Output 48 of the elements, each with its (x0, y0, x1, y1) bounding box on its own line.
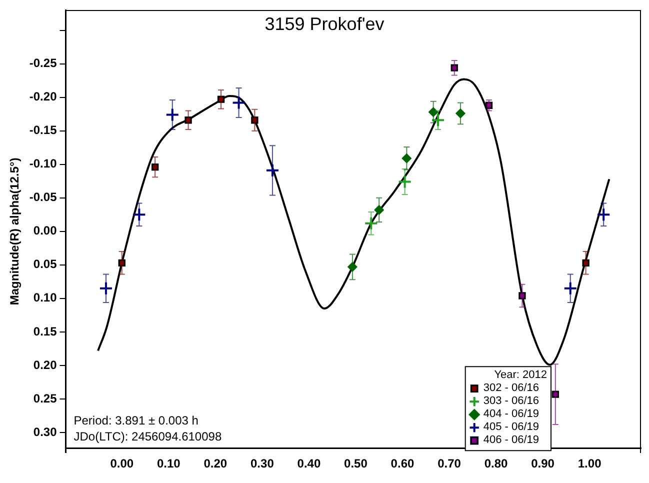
y-tick-label: 0.25 (33, 391, 58, 406)
y-axis-title: Magnitude(R) alpha(12.5°) (8, 158, 22, 306)
chart-title: 3159 Prokof'ev (264, 14, 384, 34)
x-tick-label: 1.00 (578, 456, 602, 471)
y-tick-label: 0.10 (33, 290, 58, 305)
y-tick-label: 0.30 (33, 424, 58, 439)
point (518, 292, 526, 300)
point (265, 163, 280, 178)
y-tick-label: 0.15 (33, 324, 58, 338)
x-tick-label: 0.40 (297, 456, 321, 471)
point (132, 208, 146, 222)
point (552, 390, 559, 398)
y-tick-label: -0.05 (29, 190, 58, 204)
point (184, 116, 192, 124)
legend-label: 405 - 06/19 (483, 421, 539, 434)
y-tick-label: -0.15 (29, 123, 58, 138)
legend-label: 303 - 06/16 (483, 395, 539, 408)
x-tick-label: 0.70 (438, 456, 462, 471)
x-tick-label: 0.50 (344, 456, 368, 471)
x-tick-label: 0.10 (156, 456, 181, 471)
point (398, 174, 412, 189)
point (431, 113, 446, 128)
x-tick-label: 0.30 (250, 456, 274, 471)
y-tick-label: -0.10 (29, 156, 58, 171)
y-tick-label: 0.00 (33, 224, 58, 238)
x-tick-label: 0.20 (204, 456, 228, 471)
point (165, 108, 180, 122)
x-tick-label: 0.90 (531, 456, 555, 471)
point (232, 96, 246, 110)
legend-label: 404 - 06/19 (483, 408, 539, 420)
point (251, 116, 258, 124)
legend-label: 406 - 06/19 (483, 434, 539, 446)
point (98, 281, 113, 296)
legend-label: 302 - 06/16 (483, 382, 539, 394)
y-tick-label: 0.20 (33, 358, 58, 372)
y-tick-label: 0.05 (33, 257, 58, 272)
point (582, 259, 590, 266)
annotation: Period: 3.891 ± 0.003 h (74, 414, 198, 428)
point (596, 208, 611, 222)
point (563, 281, 578, 296)
y-tick-label: -0.25 (29, 56, 58, 70)
x-tick-label: 0.00 (110, 456, 134, 471)
x-tick-label: 0.80 (484, 456, 508, 471)
y-tick-label: -0.20 (29, 90, 58, 104)
point (364, 216, 378, 230)
legend-title: Year: 2012 (494, 369, 547, 382)
annotation: JDo(LTC): 2456094.610098 (74, 430, 222, 444)
x-tick-label: 0.60 (390, 456, 414, 471)
